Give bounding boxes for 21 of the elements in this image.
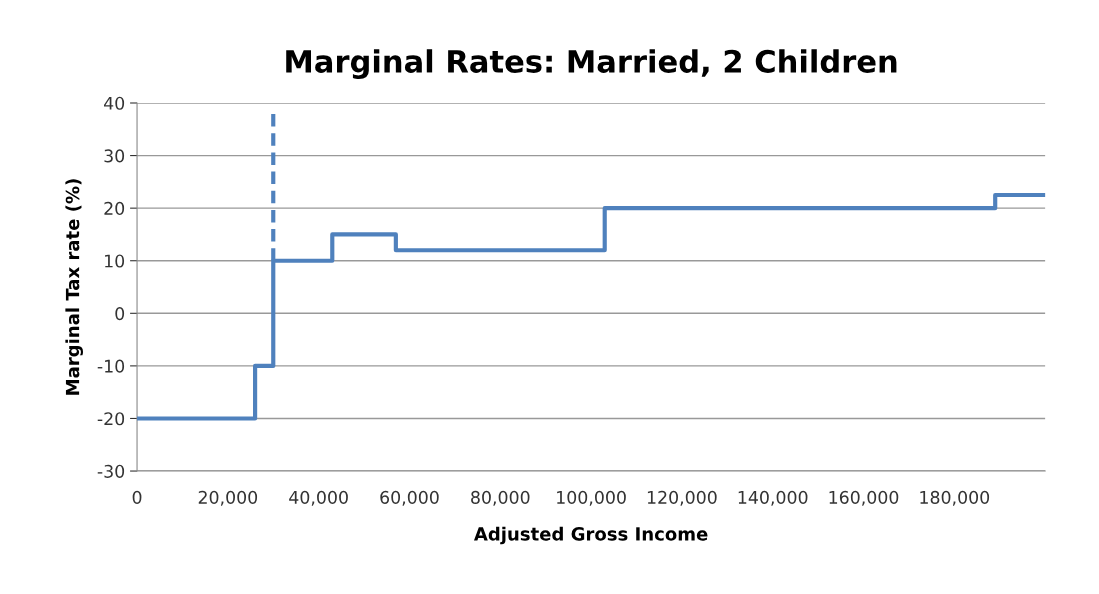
x-tick-label: 140,000 <box>738 490 808 506</box>
y-tick-label: 40 <box>104 96 125 110</box>
y-tick-label: 10 <box>105 254 125 268</box>
y-tick-label: -20 <box>97 412 125 426</box>
y-axis-title: Marginal Tax rate (%) <box>65 179 83 395</box>
y-tick-label: -30 <box>97 464 125 478</box>
y-tick-label: 0 <box>115 307 125 321</box>
x-tick-label: 160,000 <box>829 490 899 506</box>
x-axis-title: Adjusted Gross Income <box>473 526 708 545</box>
y-tick-label: 20 <box>104 201 125 215</box>
chart-title: Marginal Rates: Married, 2 Children <box>286 49 897 80</box>
x-tick-label: 180,000 <box>920 490 990 506</box>
x-tick-label: 20,000 <box>198 490 258 506</box>
x-tick-label: 60,000 <box>380 490 439 506</box>
x-tick-label: 0 <box>132 490 142 504</box>
x-tick-label: 40,000 <box>289 490 348 506</box>
x-tick-label: 100,000 <box>557 490 626 506</box>
y-tick-label: -10 <box>97 359 125 373</box>
y-tick-label: 30 <box>104 149 125 163</box>
x-tick-label: 80,000 <box>471 490 530 506</box>
x-tick-label: 120,000 <box>647 490 717 506</box>
